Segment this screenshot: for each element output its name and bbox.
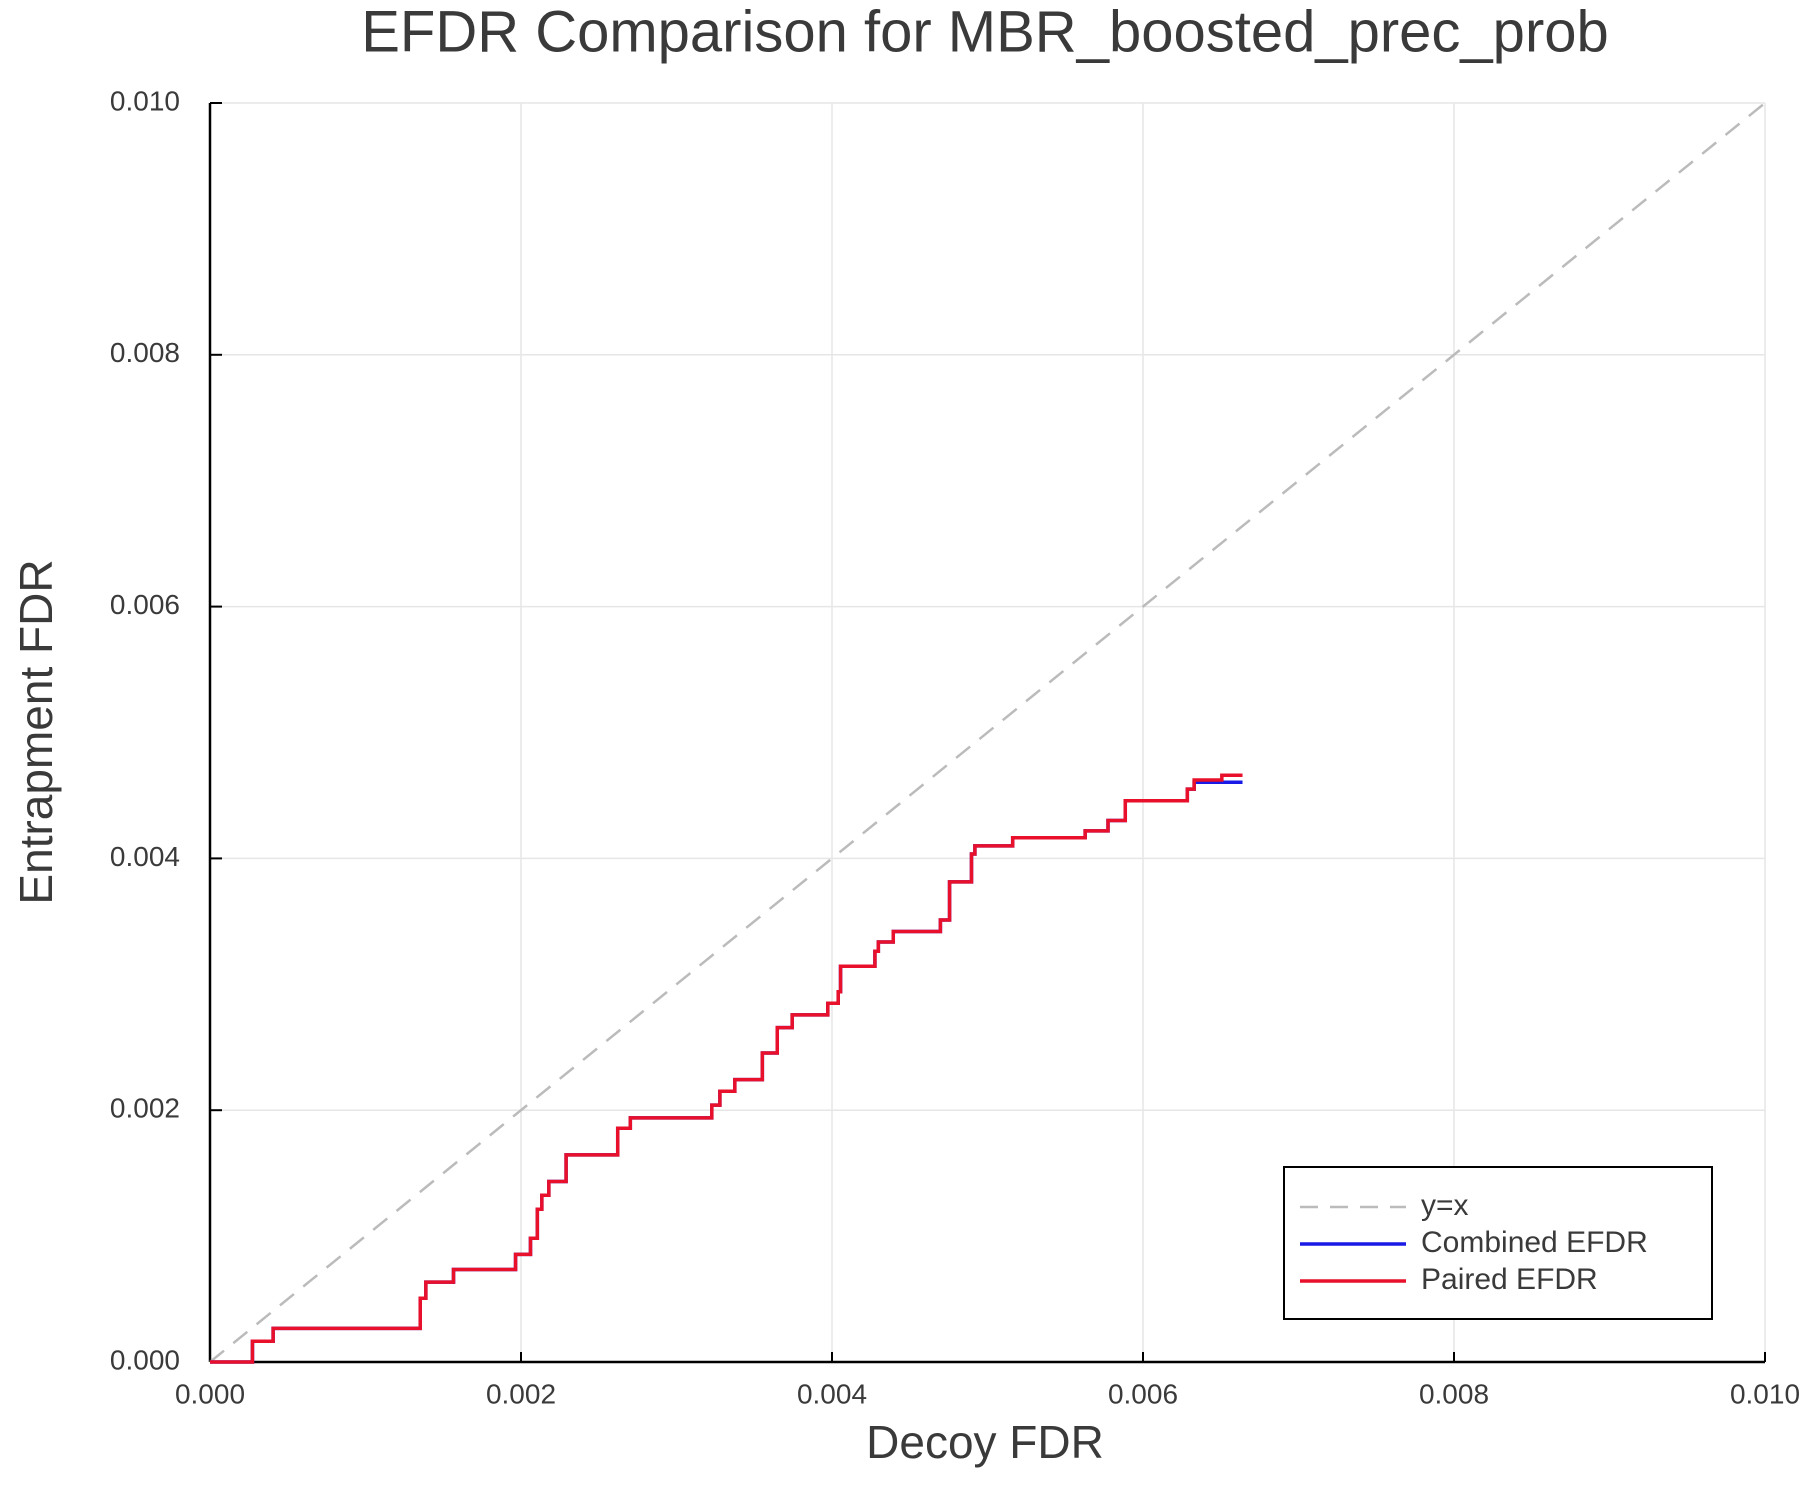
chart-title: EFDR Comparison for MBR_boosted_prec_pro… (361, 0, 1609, 64)
x-axis-label: Decoy FDR (866, 1416, 1104, 1468)
x-tick-label: 0.010 (1730, 1378, 1800, 1409)
y-tick-label: 0.010 (110, 85, 180, 116)
y-tick-label: 0.008 (110, 337, 180, 368)
series-line (210, 773, 1243, 1364)
y-tick-label: 0.002 (110, 1093, 180, 1124)
x-tick-label: 0.004 (797, 1378, 867, 1409)
y-tick-label: 0.004 (110, 841, 180, 872)
legend-label: Paired EFDR (1421, 1263, 1598, 1296)
y-tick-label: 0.000 (110, 1344, 180, 1375)
legend-label: y=x (1421, 1189, 1469, 1222)
y-axis-label: Entrapment FDR (10, 559, 62, 904)
x-tick-label: 0.000 (175, 1378, 245, 1409)
x-tick-label: 0.006 (1108, 1378, 1178, 1409)
x-tick-label: 0.002 (486, 1378, 556, 1409)
y-tick-label: 0.006 (110, 589, 180, 620)
x-tick-label: 0.008 (1419, 1378, 1489, 1409)
series-line (209, 102, 1766, 1363)
legend-label: Combined EFDR (1421, 1226, 1648, 1259)
